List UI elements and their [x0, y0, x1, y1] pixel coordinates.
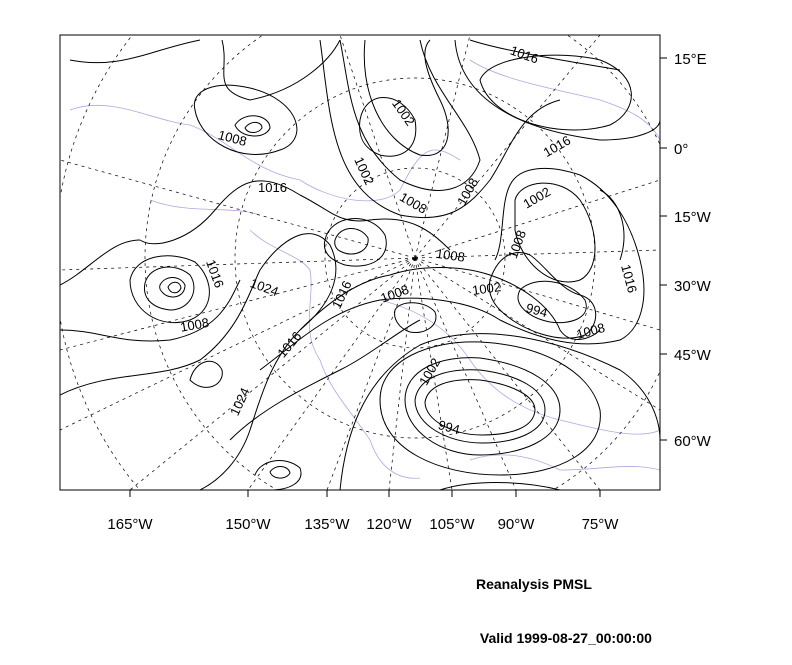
contour-label: 1024 [227, 385, 253, 418]
title-line-2: Valid 1999-08-27_00:00:00 [476, 630, 652, 646]
graticule [60, 35, 660, 490]
contour-label: 1002 [389, 96, 418, 128]
lon-label: 165°W [107, 516, 153, 533]
contour-label: 994 [524, 300, 549, 320]
lat-label: 0° [674, 141, 688, 158]
contour-label: 1002 [416, 355, 443, 388]
contour-label: 994 [437, 417, 462, 437]
contour-label: 1016 [618, 263, 640, 295]
contour-label: 1016 [329, 278, 355, 311]
contour-label: 1002 [471, 279, 502, 298]
contour-label: 1008 [575, 320, 607, 342]
lon-label: 120°W [366, 516, 412, 533]
contour-labels: 1016 1002 1008 1016 1002 1016 1008 1008 … [179, 43, 640, 438]
contour-label: 1016 [274, 329, 304, 361]
contour-label: 1008 [435, 246, 466, 265]
contour-label: 1024 [248, 275, 280, 299]
lat-label: 45°W [674, 347, 712, 364]
contour-label: 1008 [216, 127, 248, 149]
isobars [60, 39, 660, 490]
lon-label: 135°W [304, 516, 350, 533]
contour-label: 1016 [541, 132, 574, 159]
contour-label: 1008 [454, 175, 481, 208]
contour-label: 1008 [179, 315, 210, 335]
title-line-1: Reanalysis PMSL [476, 576, 592, 592]
longitude-labels: 165°W 150°W 135°W 120°W 105°W 90°W 75°W [107, 490, 619, 533]
plot-frame [59, 34, 661, 491]
plot-title: Reanalysis PMSL Valid 1999-08-27_00:00:0… [476, 539, 652, 665]
contour-label: 1016 [203, 258, 227, 290]
contour-label: 1016 [258, 180, 287, 195]
pmsl-contour-map: 1016 1002 1008 1016 1002 1016 1008 1008 … [59, 34, 712, 533]
contour-label: 1002 [521, 184, 554, 211]
contour-label: 1016 [508, 43, 540, 67]
contour-label: 1002 [351, 155, 377, 188]
latitude-labels: 15°E 0° 15°W 30°W 45°W 60°W [660, 51, 712, 450]
lon-label: 150°W [225, 516, 271, 533]
lat-label: 60°W [674, 433, 712, 450]
contour-label: 1008 [379, 282, 411, 306]
lat-label: 15°E [674, 51, 707, 68]
contour-label: 1008 [397, 189, 430, 216]
lat-label: 15°W [674, 209, 712, 226]
lon-label: 75°W [582, 516, 620, 533]
lat-label: 30°W [674, 278, 712, 295]
lon-label: 105°W [429, 516, 475, 533]
lon-label: 90°W [498, 516, 536, 533]
